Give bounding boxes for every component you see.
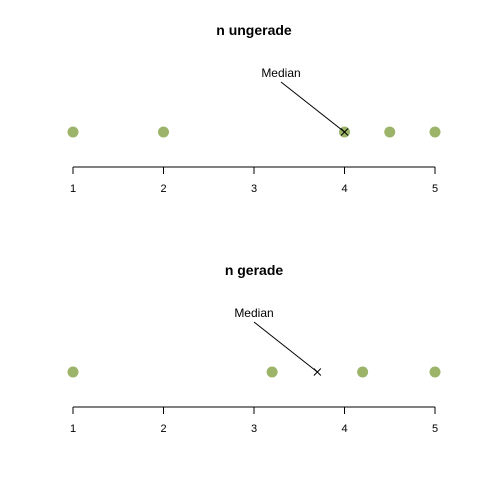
x-tick-label: 5 — [432, 423, 438, 435]
x-tick-label: 4 — [341, 423, 347, 435]
data-point — [429, 126, 441, 138]
data-point — [67, 366, 79, 378]
chart-title: n ungerade — [216, 22, 292, 38]
chart-title: n gerade — [225, 262, 284, 278]
median-annotation-line — [280, 81, 345, 133]
x-tick-label: 1 — [70, 423, 76, 435]
x-tick-label: 3 — [251, 183, 257, 195]
x-tick-label: 1 — [70, 183, 76, 195]
data-point — [158, 126, 169, 138]
x-tick-label: 4 — [341, 183, 347, 195]
median-annotation-label: Median — [234, 306, 273, 320]
x-tick-label: 3 — [251, 423, 257, 435]
data-point — [357, 366, 369, 378]
data-point — [67, 126, 79, 138]
x-tick-label: 2 — [160, 183, 166, 195]
median-annotation-label: Median — [261, 66, 300, 80]
data-point — [266, 366, 278, 378]
x-tick-label: 2 — [160, 423, 166, 435]
data-point — [429, 366, 441, 378]
x-tick-label: 5 — [432, 183, 438, 195]
data-point — [384, 126, 396, 138]
median-annotation-line — [253, 321, 318, 373]
